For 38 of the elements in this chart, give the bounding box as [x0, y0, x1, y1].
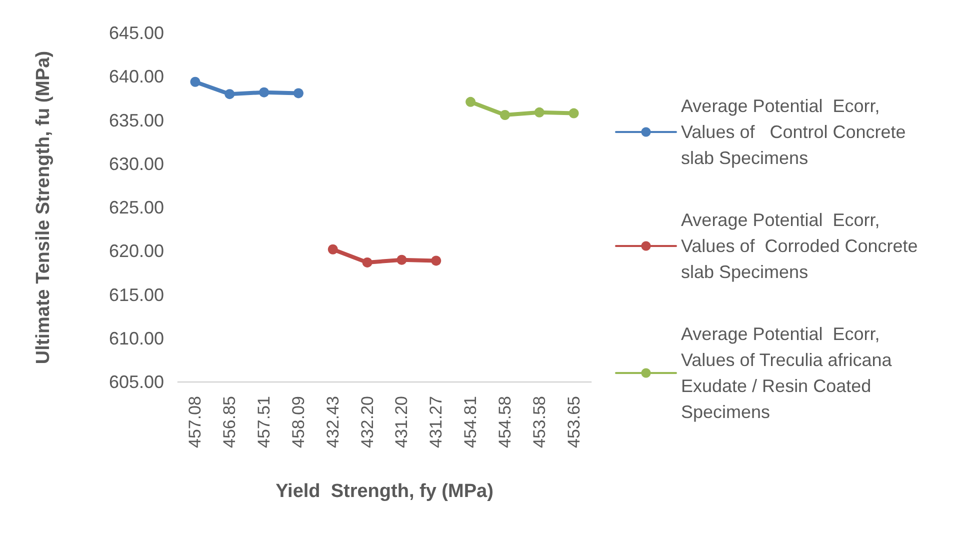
point: [396, 254, 407, 265]
point: [328, 244, 338, 254]
point: [500, 110, 510, 120]
x-tick-label: 432.20: [358, 396, 377, 448]
y-tick-label: 615.00: [108, 284, 164, 305]
y-tick-label: 630.00: [108, 154, 164, 174]
x-tick-label: 453.65: [564, 396, 584, 448]
y-tick-label: 620.00: [108, 241, 164, 262]
x-axis-title: Yield Strength, fy (MPa): [276, 481, 494, 502]
legend-label: Average Potential Ecorr, Values of Corroded Concrete slab Specimens: [681, 210, 923, 282]
x-tick-label: 431.27: [426, 396, 446, 448]
point: [534, 107, 544, 118]
y-tick-label: 610.00: [108, 328, 164, 348]
x-tick-label: 457.51: [254, 396, 274, 448]
y-tick-label: 635.00: [108, 110, 164, 130]
legend-label: Average Potential Ecorr, Values of Treculia africana Exudate / Resin Coated Specimens: [681, 324, 907, 422]
y-tick-label: 640.00: [108, 66, 164, 87]
point: [224, 89, 235, 100]
legend-label: Average Potential Ecorr, Values of Control Concrete slab Specimens: [681, 96, 911, 168]
point: [568, 108, 579, 118]
y-axis-title: Ultimate Tensile Strength, fu (MPa): [33, 50, 54, 364]
point: [190, 76, 200, 87]
point: [293, 88, 304, 98]
x-tick-label: 458.09: [288, 396, 308, 448]
y-tick-label: 625.00: [108, 198, 164, 218]
x-tick-label: 456.85: [220, 396, 240, 448]
point: [431, 256, 442, 266]
point: [259, 87, 270, 98]
y-tick-label: 605.00: [108, 372, 164, 392]
x-tick-label: 431.20: [392, 396, 412, 448]
point: [466, 96, 476, 107]
x-tick-label: 454.58: [495, 396, 514, 448]
y-tick-label: 645.00: [108, 23, 164, 43]
x-tick-label: 432.43: [323, 396, 342, 448]
point: [362, 257, 372, 268]
x-tick-label: 453.58: [530, 396, 549, 448]
x-tick-label: 457.08: [186, 396, 205, 448]
x-tick-label: 454.81: [461, 396, 480, 448]
